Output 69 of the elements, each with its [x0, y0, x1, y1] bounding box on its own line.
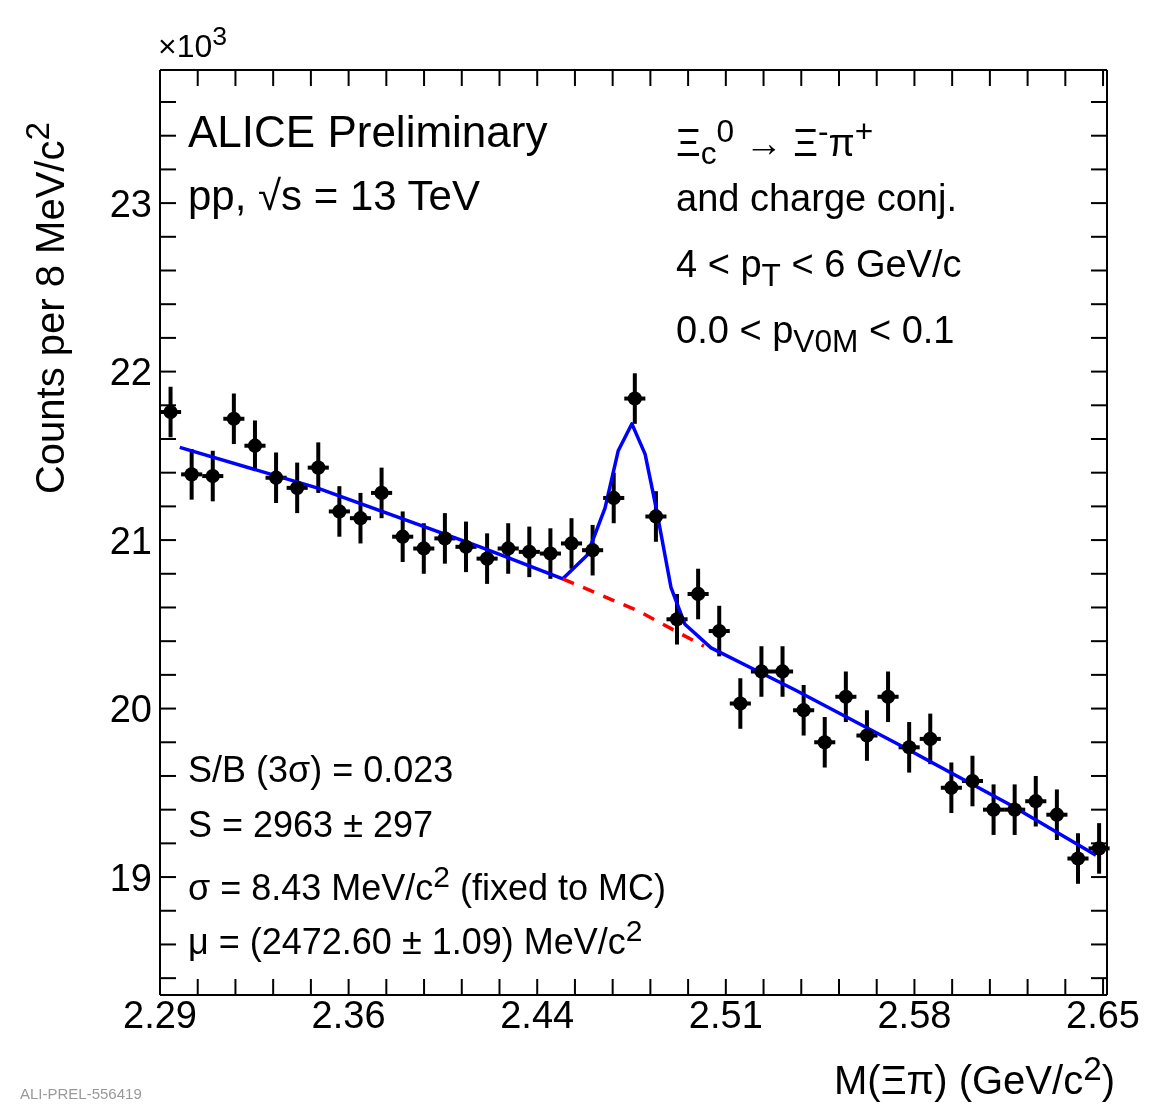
point	[268, 470, 284, 485]
point	[986, 802, 1001, 817]
point	[311, 460, 326, 475]
point	[775, 664, 790, 679]
point	[290, 480, 305, 495]
y-tick-label: 19	[109, 856, 152, 899]
point	[606, 490, 621, 506]
annotation: μ = (2472.60 ± 1.09) MeV/c$^{2}$	[188, 914, 643, 962]
point	[332, 504, 347, 519]
point	[817, 735, 832, 750]
point	[1070, 851, 1086, 866]
point	[669, 612, 685, 627]
point	[564, 536, 579, 551]
annotation: pp, √s = 13 TeV	[188, 172, 480, 220]
point	[522, 544, 537, 559]
point	[690, 586, 706, 602]
point	[184, 467, 199, 482]
point	[501, 541, 516, 556]
annotation: 0.0 < p$_{V0M}$ < 0.1	[676, 309, 955, 359]
point	[1091, 841, 1107, 856]
point	[374, 485, 389, 501]
annotation: S/B (3σ) = 0.023	[188, 749, 454, 790]
x-tick-label: 2.44	[500, 993, 575, 1036]
y-tick-label: 22	[109, 351, 152, 394]
text: ×10$^{3}$	[158, 21, 228, 64]
point	[437, 531, 453, 546]
x-tick-label: 2.65	[1066, 993, 1141, 1036]
annotation: σ = 8.43 MeV/c$^{2}$ (fixed to MC)	[188, 860, 667, 908]
point	[226, 411, 241, 426]
point	[353, 511, 368, 526]
point	[395, 529, 410, 544]
point	[648, 509, 664, 524]
point	[902, 740, 917, 755]
point	[627, 391, 642, 406]
point	[1007, 802, 1022, 817]
point	[796, 703, 811, 718]
x-axis-title: M(Ξπ) (GeV/c$^{2}$)	[833, 1050, 1115, 1104]
x-tick-label: 2.58	[877, 993, 952, 1036]
annotation: 4 < p$_{T}$ < 6 GeV/c	[676, 243, 962, 293]
point	[458, 539, 474, 554]
point	[479, 551, 495, 566]
point	[1028, 794, 1043, 809]
point	[880, 689, 896, 704]
point	[416, 541, 431, 556]
x-tick-label: 2.51	[688, 993, 763, 1036]
annotation: Ξ$_{c}$$^{0}$ → Ξ$^{-}$π$^{+}$	[676, 113, 874, 172]
point	[965, 773, 980, 789]
x-tick-label: 2.36	[311, 993, 386, 1036]
point	[205, 468, 220, 484]
point	[754, 664, 769, 679]
point	[923, 731, 938, 747]
x-tick-label: 2.29	[123, 993, 197, 1036]
point	[838, 689, 853, 704]
point	[163, 404, 178, 420]
annotation: and charge conj.	[676, 177, 957, 220]
point	[247, 438, 263, 453]
annotation: S = 2963 ± 297	[188, 804, 433, 845]
y-tick-label: 23	[109, 182, 152, 225]
y-tick-label: 21	[109, 519, 152, 562]
point	[733, 696, 748, 711]
point	[585, 543, 600, 558]
point	[944, 780, 959, 795]
point	[543, 546, 558, 561]
point	[712, 623, 727, 639]
y-tick-label: 20	[109, 688, 152, 731]
point	[859, 728, 875, 743]
text: ALI-PREL-556419	[20, 1085, 142, 1103]
annotation: ALICE Preliminary	[188, 107, 548, 157]
point	[1049, 807, 1065, 822]
